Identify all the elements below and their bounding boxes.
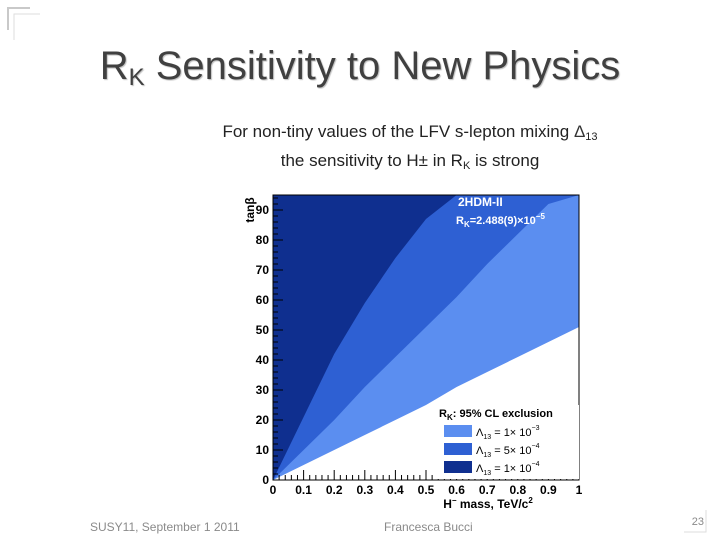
legend-entry-1-value: = 1× 10 [491, 427, 531, 439]
x-axis-label-charge: − [452, 496, 457, 505]
legend-entry-2-value: = 5× 10 [491, 445, 531, 457]
page-number: 23 [691, 516, 704, 528]
legend-entry-3: Λ13 = 1× 10−4 [476, 461, 540, 477]
x-axis-label-text: mass, TeV/c [457, 497, 529, 511]
legend-entry-1-exp: −3 [532, 425, 540, 432]
x-tick-label: 0 [270, 483, 277, 497]
x-tick-label: 0.6 [448, 483, 465, 497]
x-tick-label: 0.1 [295, 483, 312, 497]
y-tick-label: 50 [256, 323, 270, 337]
rk-annotation-sub: K [464, 220, 470, 229]
legend: RK: 95% CL exclusion Λ13 = 1× 10−3 Λ13 =… [433, 405, 579, 479]
footer-event: SUSY11, September 1 2011 [90, 520, 240, 534]
legend-swatch-2 [444, 443, 472, 455]
y-tick-label: 0 [262, 473, 269, 487]
y-tick-label: 90 [256, 203, 270, 217]
title-symbol: R [99, 44, 129, 88]
subtitle-line-2-post: is strong [470, 151, 540, 170]
legend-title-sub: K [447, 413, 453, 422]
legend-entry-2-sym: Λ [476, 445, 484, 457]
delta-symbol: Δ [573, 122, 586, 141]
legend-entry-3-value: = 1× 10 [491, 463, 531, 475]
subtitle-line-2-sub: K [462, 160, 471, 172]
legend-entry-3-sym: Λ [476, 463, 484, 475]
exclusion-band-3 [273, 195, 457, 480]
x-axis-label-h: H [443, 497, 452, 511]
x-tick-label: 0.5 [418, 483, 435, 497]
footer-author: Francesca Bucci [384, 520, 473, 534]
subtitle-line-2-pre: the sensitivity to H± in R [280, 151, 463, 170]
legend-entry-2-exp: −4 [532, 443, 540, 450]
rk-annotation: RK=2.488(9)×10−5 [456, 212, 545, 229]
delta-subscript: 13 [585, 131, 598, 143]
corner-line-inner [13, 13, 40, 40]
slide-title: RK Sensitivity to New Physics [0, 44, 720, 92]
y-tick-label: 80 [256, 233, 270, 247]
x-tick-label: 0.2 [326, 483, 343, 497]
legend-title-text: : 95% CL exclusion [453, 408, 553, 420]
legend-entry-3-exp: −4 [532, 461, 540, 468]
exclusion-plot: 0 0.1 0.2 0.3 0.4 0.5 0.6 0.7 0.8 0.9 101020304050… [243, 194, 583, 511]
subtitle-line-1: For non-tiny values of the LFV s-lepton … [150, 122, 670, 143]
y-tick-label: 60 [256, 293, 270, 307]
x-tick-label: 0.7 [479, 483, 496, 497]
plot-title: 2HDM-II [458, 195, 503, 209]
legend-swatch-1 [444, 425, 472, 437]
rk-annotation-value: =2.488(9)×10 [470, 215, 536, 227]
legend-entry-1-sub: 13 [483, 434, 491, 441]
y-tick-label: 10 [256, 443, 270, 457]
x-tick-label: 0.9 [540, 483, 557, 497]
corner-line-outer [7, 7, 30, 30]
subtitle-line-1-text: For non-tiny values of the LFV s-lepton … [222, 122, 574, 141]
legend-title: RK: 95% CL exclusion [439, 408, 553, 422]
y-tick-label: 20 [256, 413, 270, 427]
y-tick-label: 30 [256, 383, 270, 397]
legend-entry-3-sub: 13 [483, 470, 491, 477]
legend-entry-1: Λ13 = 1× 10−3 [476, 425, 540, 441]
x-axis-label-exp: 2 [528, 496, 533, 505]
rk-annotation-symbol: R [456, 215, 464, 227]
legend-swatch-3 [444, 461, 472, 473]
legend-title-symbol: R [439, 408, 447, 420]
y-tick-label: 40 [256, 353, 270, 367]
legend-entry-2-sub: 13 [483, 452, 491, 459]
legend-entry-2: Λ13 = 5× 10−4 [476, 443, 540, 459]
legend-entry-1-sym: Λ [476, 427, 484, 439]
x-tick-label: 0.8 [509, 483, 526, 497]
x-tick-label: 0.3 [356, 483, 373, 497]
y-axis-label: tanβ [243, 197, 257, 222]
subtitle-line-2: the sensitivity to H± in RK is strong [150, 151, 670, 172]
x-tick-label: 1 [576, 483, 583, 497]
y-tick-label: 70 [256, 263, 270, 277]
x-tick-label: 0.4 [387, 483, 404, 497]
rk-annotation-exponent: −5 [536, 212, 546, 221]
x-axis-label: H− mass, TeV/c2 [443, 496, 533, 511]
title-subscript: K [128, 64, 145, 91]
title-text: Sensitivity to New Physics [144, 44, 621, 88]
